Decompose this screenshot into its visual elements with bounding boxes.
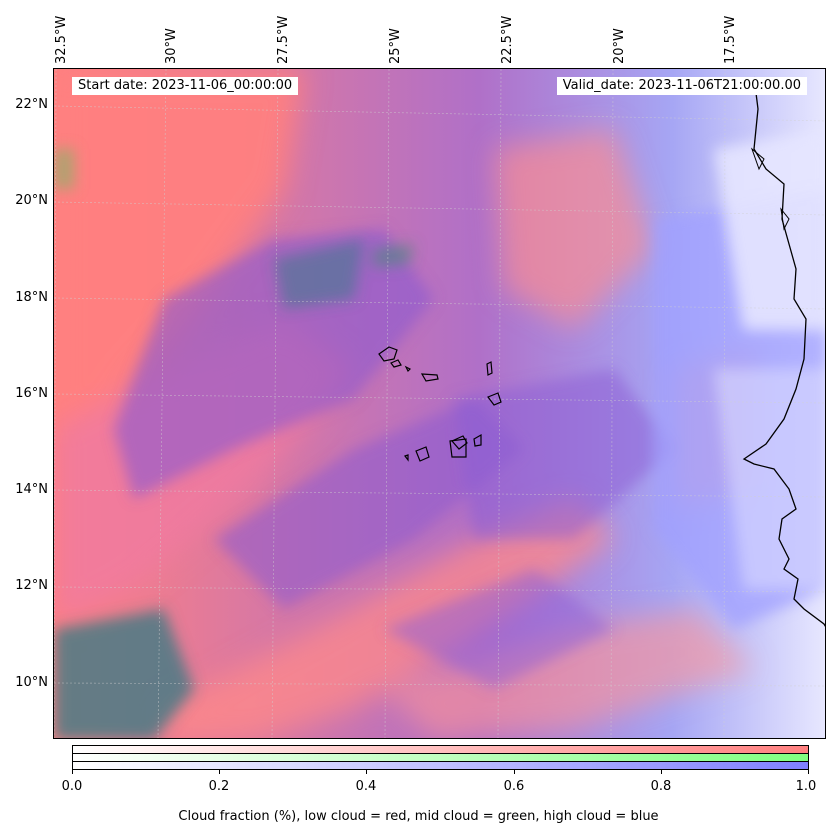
- coastline-detail: [750, 147, 765, 171]
- colorbar-tick: [661, 770, 662, 774]
- colorbar-tick-label: 0.4: [355, 779, 377, 794]
- valid-date-label: Valid_date: 2023-11-06T21:00:00.00: [556, 77, 807, 95]
- lon-label-25w: 25°W: [388, 28, 403, 64]
- colorbar-tick-label: 0.8: [650, 779, 672, 794]
- lat-label-14n: 14°N: [15, 482, 48, 497]
- lat-label-12n: 12°N: [15, 578, 48, 593]
- colorbar-tick-label: 0.2: [208, 779, 230, 794]
- map-canvas: [54, 69, 825, 738]
- start-date-label: Start date: 2023-11-06_00:00:00: [72, 77, 299, 95]
- colorbar-tick: [366, 770, 367, 774]
- lon-label-22-5w: 22.5°W: [500, 15, 515, 64]
- cloud-fraction-map[interactable]: [53, 68, 826, 739]
- colorbar-tick-label: 1.0: [795, 779, 817, 794]
- colorbar-low-cloud: [73, 746, 808, 754]
- colorbar-tick-label: 0.6: [503, 779, 525, 794]
- colorbar: [72, 745, 809, 770]
- lat-label-22n: 22°N: [15, 97, 48, 112]
- lon-label-20w: 20°W: [612, 28, 627, 64]
- cape-verde-islands: [378, 346, 502, 462]
- lon-label-32-5w: 32.5°W: [54, 15, 69, 64]
- colorbar-tick-label: 0.0: [61, 779, 83, 794]
- lat-label-20n: 20°N: [15, 193, 48, 208]
- lat-label-18n: 18°N: [15, 290, 48, 305]
- lon-label-27-5w: 27.5°W: [276, 15, 291, 64]
- colorbar-caption: Cloud fraction (%), low cloud = red, mid…: [178, 809, 659, 824]
- colorbar-tick: [219, 770, 220, 774]
- lon-label-30w: 30°W: [164, 28, 179, 64]
- lon-label-17-5w: 17.5°W: [723, 15, 738, 64]
- colorbar-high-cloud: [73, 762, 808, 769]
- colorbar-mid-cloud: [73, 754, 808, 762]
- graticule: [54, 69, 825, 738]
- coastline-detail: [780, 207, 790, 231]
- colorbar-tick: [72, 770, 73, 774]
- africa-coastline: [742, 76, 825, 627]
- colorbar-tick: [514, 770, 515, 774]
- colorbar-tick: [808, 770, 809, 774]
- lat-label-10n: 10°N: [15, 675, 48, 690]
- lat-label-16n: 16°N: [15, 386, 48, 401]
